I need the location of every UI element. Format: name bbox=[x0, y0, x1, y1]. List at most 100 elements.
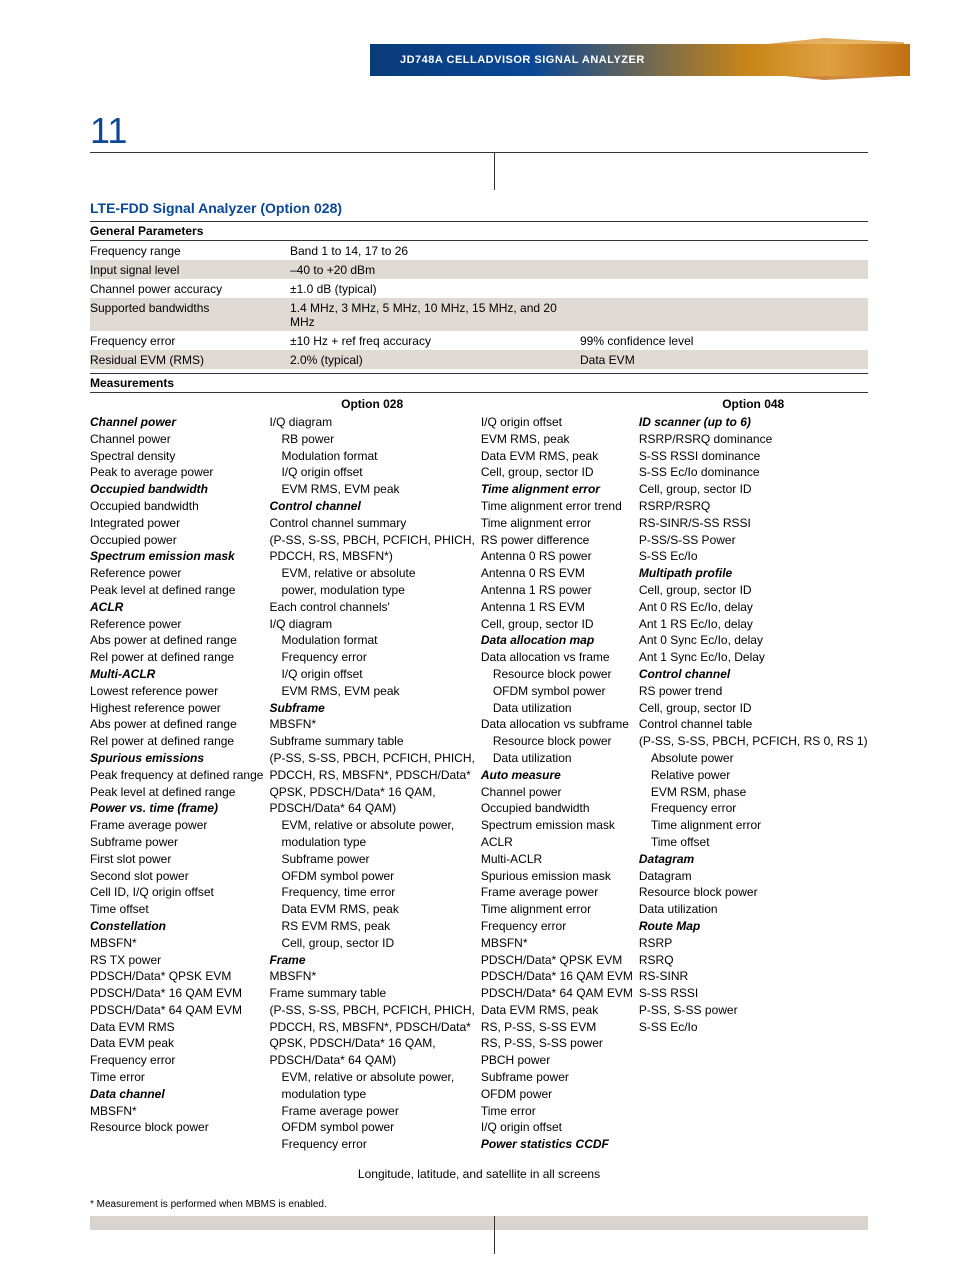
measurement-category: Auto measure bbox=[481, 768, 561, 782]
measurement-item: ACLR bbox=[90, 599, 263, 616]
measurement-sub: OFDM symbol power bbox=[269, 1119, 394, 1136]
measurement-item: EVM RSM, phase bbox=[639, 784, 868, 801]
measurement-item: Antenna 0 RS EVM bbox=[481, 565, 633, 582]
measurement-item: Data EVM RMS, peak bbox=[481, 448, 633, 465]
measurement-item: PDSCH/Data* QPSK EVM bbox=[481, 952, 633, 969]
measurement-item: RB power bbox=[269, 431, 474, 448]
measurement-item: Ant 0 Sync Ec/Io, delay bbox=[639, 632, 868, 649]
measurements-col-3: . I/Q origin offsetEVM RMS, peakData EVM… bbox=[481, 397, 639, 1153]
measurement-item: ACLR bbox=[481, 834, 633, 851]
param-row: Supported bandwidths1.4 MHz, 3 MHz, 5 MH… bbox=[90, 298, 868, 331]
measurement-item: Second slot power bbox=[90, 868, 263, 885]
measurement-item: PDSCH/Data* 16 QAM EVM bbox=[90, 985, 263, 1002]
measurement-item: Cell ID, I/Q origin offset bbox=[90, 884, 263, 901]
measurement-item: Time offset bbox=[90, 901, 263, 918]
measurement-item: EVM RMS, peak bbox=[481, 431, 633, 448]
measurement-item: S-SS RSSI dominance bbox=[639, 448, 868, 465]
measurement-item: RS power difference bbox=[481, 532, 633, 549]
measurement-item: RS EVM RMS, peak bbox=[269, 918, 474, 935]
param-note bbox=[580, 279, 868, 298]
measurement-item: Subframe power bbox=[90, 834, 263, 851]
measurement-sub: Time offset bbox=[639, 834, 710, 851]
measurement-item: Power statistics CCDF bbox=[481, 1136, 633, 1153]
measurement-item: RSRP/RSRQ dominance bbox=[639, 431, 868, 448]
measurement-item: PDSCH/Data* QPSK EVM bbox=[90, 968, 263, 985]
measurement-item: P-SS, S-SS power bbox=[639, 1002, 868, 1019]
measurement-sub: Data utilization bbox=[481, 700, 572, 717]
measurement-item: Time alignment error bbox=[481, 481, 633, 498]
measurement-item: Modulation format bbox=[269, 632, 474, 649]
measurement-category: Spurious emissions bbox=[90, 751, 204, 765]
page-rule-top bbox=[90, 152, 868, 153]
measurement-sub: modulation type bbox=[269, 834, 366, 851]
measurement-sub: Frequency error bbox=[639, 800, 736, 817]
measurement-item: I/Q origin offset bbox=[481, 1119, 633, 1136]
param-label: Frequency range bbox=[90, 241, 290, 260]
measurement-item: S-SS RSSI bbox=[639, 985, 868, 1002]
measurement-item: Data utilization bbox=[639, 901, 868, 918]
measurement-sub: OFDM symbol power bbox=[269, 868, 394, 885]
measurement-item: RS, P-SS, S-SS power bbox=[481, 1035, 633, 1052]
measurement-item: (P-SS, S-SS, PBCH, PCFICH, PHICH, bbox=[269, 1002, 474, 1019]
measurements-col-2: Option 028 I/Q diagramRB powerModulation… bbox=[269, 397, 480, 1153]
measurement-item: RS TX power bbox=[90, 952, 263, 969]
measurement-item: Datagram bbox=[639, 851, 868, 868]
measurement-item: RS-SINR/S-SS RSSI bbox=[639, 515, 868, 532]
measurement-item: Occupied power bbox=[90, 532, 263, 549]
measurement-sub: Frame average power bbox=[269, 1103, 398, 1120]
footer-grey-bar bbox=[90, 1216, 868, 1230]
measurement-sub: Resource block power bbox=[481, 666, 612, 683]
measurement-item: OFDM symbol power bbox=[269, 1119, 474, 1136]
measurement-item: Subframe summary table bbox=[269, 733, 474, 750]
measurement-item: MBSFN* bbox=[481, 935, 633, 952]
measurement-item: I/Q diagram bbox=[269, 414, 474, 431]
measurement-item: Constellation bbox=[90, 918, 263, 935]
measurement-category: Power statistics CCDF bbox=[481, 1137, 609, 1151]
param-note bbox=[580, 241, 868, 260]
measurement-item: PDCCH, RS, MBSFN*, PDSCH/Data* bbox=[269, 1019, 474, 1036]
measurement-item: PDSCH/Data* 64 QAM) bbox=[269, 1052, 474, 1069]
measurement-sub: Modulation format bbox=[269, 448, 377, 465]
measurement-item: Modulation format bbox=[269, 448, 474, 465]
measurement-item: Frequency error bbox=[269, 649, 474, 666]
measurement-item: power, modulation type bbox=[269, 582, 474, 599]
measurement-item: Time error bbox=[481, 1103, 633, 1120]
measurement-category: ID scanner (up to 6) bbox=[639, 415, 751, 429]
measurement-category: Multipath profile bbox=[639, 566, 732, 580]
measurement-item: Rel power at defined range bbox=[90, 733, 263, 750]
measurement-item: Ant 1 RS Ec/Io, delay bbox=[639, 616, 868, 633]
param-label: Channel power accuracy bbox=[90, 279, 290, 298]
param-row: Residual EVM (RMS)2.0% (typical)Data EVM bbox=[90, 350, 868, 369]
measurement-item: Subframe power bbox=[269, 851, 474, 868]
param-label: Residual EVM (RMS) bbox=[90, 350, 290, 369]
measurement-item: Time offset bbox=[639, 834, 868, 851]
measurement-item: Resource block power bbox=[90, 1119, 263, 1136]
measurement-item: Multi-ACLR bbox=[90, 666, 263, 683]
measurement-item: P-SS/S-SS Power bbox=[639, 532, 868, 549]
measurement-item: Frequency error bbox=[269, 1136, 474, 1153]
measurements-columns: . Channel powerChannel powerSpectral den… bbox=[90, 397, 868, 1153]
measurement-item: S-SS Ec/Io bbox=[639, 1019, 868, 1036]
measurement-item: Each control channels' bbox=[269, 599, 474, 616]
option028-heading: Option 028 bbox=[269, 397, 474, 411]
measurement-sub: EVM, relative or absolute power, bbox=[269, 817, 454, 834]
measurement-item: Cell, group, sector ID bbox=[481, 616, 633, 633]
measurement-item: Data EVM RMS, peak bbox=[269, 901, 474, 918]
measurement-category: Spectrum emission mask bbox=[90, 549, 235, 563]
measurement-sub: Absolute power bbox=[639, 750, 734, 767]
parameters-table: Frequency rangeBand 1 to 14, 17 to 26Inp… bbox=[90, 241, 868, 369]
measurement-item: PDSCH/Data* 64 QAM EVM bbox=[90, 1002, 263, 1019]
measurement-category: Datagram bbox=[639, 852, 694, 866]
measurement-item: Multipath profile bbox=[639, 565, 868, 582]
measurement-item: Antenna 0 RS power bbox=[481, 548, 633, 565]
measurement-category: Data allocation map bbox=[481, 633, 594, 647]
measurement-item: PDCCH, RS, MBSFN*) bbox=[269, 548, 474, 565]
measurement-item: Time alignment error bbox=[481, 515, 633, 532]
measurement-item: Route Map bbox=[639, 918, 868, 935]
measurement-item: Spectrum emission mask bbox=[90, 548, 263, 565]
measurement-item: Data utilization bbox=[481, 700, 633, 717]
measurement-item: Integrated power bbox=[90, 515, 263, 532]
measurement-item: Spectrum emission mask bbox=[481, 817, 633, 834]
measurement-item: Highest reference power bbox=[90, 700, 263, 717]
measurement-sub: RB power bbox=[269, 431, 334, 448]
